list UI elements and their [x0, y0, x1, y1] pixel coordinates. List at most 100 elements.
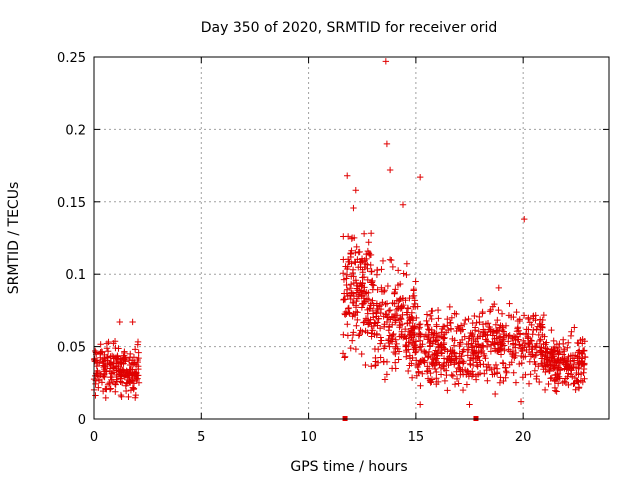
data-point — [465, 315, 472, 323]
data-point — [527, 353, 535, 360]
data-point — [560, 345, 568, 353]
data-point — [557, 366, 564, 374]
data-point — [444, 387, 451, 394]
data-point — [349, 290, 357, 297]
data-point — [459, 371, 467, 378]
y-tick-label: 0.15 — [57, 196, 86, 211]
data-point — [358, 350, 365, 358]
data-point — [348, 235, 355, 242]
plot-frame — [93, 56, 610, 420]
data-point — [567, 352, 575, 359]
data-point — [356, 283, 363, 290]
data-point — [381, 287, 388, 294]
data-point — [453, 375, 461, 383]
data-point — [505, 346, 512, 353]
data-point — [513, 308, 520, 316]
data-point — [517, 345, 525, 353]
data-point — [111, 338, 119, 345]
data-point — [388, 365, 396, 372]
data-point — [340, 331, 347, 338]
data-point — [395, 356, 402, 363]
data-point — [461, 333, 468, 340]
y-axis-label: SRMTID / TECUs — [6, 182, 22, 295]
data-point — [348, 260, 355, 267]
data-point — [403, 271, 410, 279]
data-point — [565, 339, 572, 346]
data-point — [340, 233, 347, 240]
data-point — [469, 355, 477, 362]
data-point — [575, 365, 582, 372]
data-point — [384, 282, 392, 290]
data-point — [126, 377, 133, 385]
data-point — [497, 333, 504, 340]
data-point — [572, 386, 579, 393]
data-point — [539, 316, 546, 324]
data-point — [487, 348, 495, 355]
data-point — [476, 318, 483, 326]
data-point — [113, 371, 121, 379]
data-point — [396, 296, 403, 303]
data-point — [393, 297, 401, 304]
data-point — [495, 327, 503, 334]
data-point — [436, 361, 443, 368]
data-point — [380, 313, 387, 320]
data-point — [128, 360, 136, 367]
data-point — [99, 387, 107, 395]
data-point — [123, 367, 130, 374]
data-point — [532, 352, 539, 359]
data-point — [94, 372, 101, 379]
data-point — [95, 376, 103, 383]
data-point — [433, 337, 441, 344]
data-point — [469, 361, 477, 369]
data-point — [446, 319, 454, 326]
data-point — [471, 326, 479, 334]
data-point-outlier — [344, 172, 351, 179]
data-point — [392, 336, 399, 343]
data-point — [383, 300, 391, 307]
data-point — [559, 336, 567, 343]
data-point — [531, 367, 539, 374]
data-point — [448, 314, 456, 321]
data-point — [574, 349, 582, 356]
data-point — [456, 342, 463, 350]
data-point — [348, 337, 356, 344]
data-point — [131, 346, 139, 353]
data-point — [567, 365, 574, 373]
data-point — [579, 340, 586, 347]
data-point — [392, 286, 399, 293]
data-point — [562, 357, 570, 365]
data-point — [550, 337, 557, 345]
data-point — [417, 382, 424, 390]
data-point — [551, 372, 559, 379]
data-point — [429, 307, 436, 315]
data-point — [416, 343, 424, 351]
data-point — [515, 327, 522, 334]
data-point — [374, 319, 381, 326]
data-point — [421, 348, 428, 355]
data-point — [378, 266, 385, 273]
data-point — [444, 322, 451, 329]
data-point — [372, 354, 379, 362]
data-point — [347, 295, 354, 303]
data-point — [393, 306, 400, 314]
data-point — [554, 380, 562, 387]
data-point — [460, 346, 467, 353]
data-point — [498, 310, 506, 317]
data-point — [548, 346, 555, 353]
data-point — [377, 334, 384, 341]
data-point — [491, 300, 498, 308]
data-point — [478, 347, 486, 355]
data-point-outlier — [383, 140, 391, 148]
data-point — [428, 376, 436, 383]
data-point — [389, 263, 397, 271]
data-point — [546, 350, 553, 357]
data-point — [125, 393, 132, 401]
data-point — [377, 340, 384, 347]
data-point — [447, 348, 454, 355]
data-point — [550, 352, 558, 360]
data-point — [512, 379, 520, 386]
data-point — [463, 381, 471, 388]
data-point — [118, 393, 125, 400]
data-point — [440, 335, 447, 342]
data-point — [437, 346, 445, 354]
